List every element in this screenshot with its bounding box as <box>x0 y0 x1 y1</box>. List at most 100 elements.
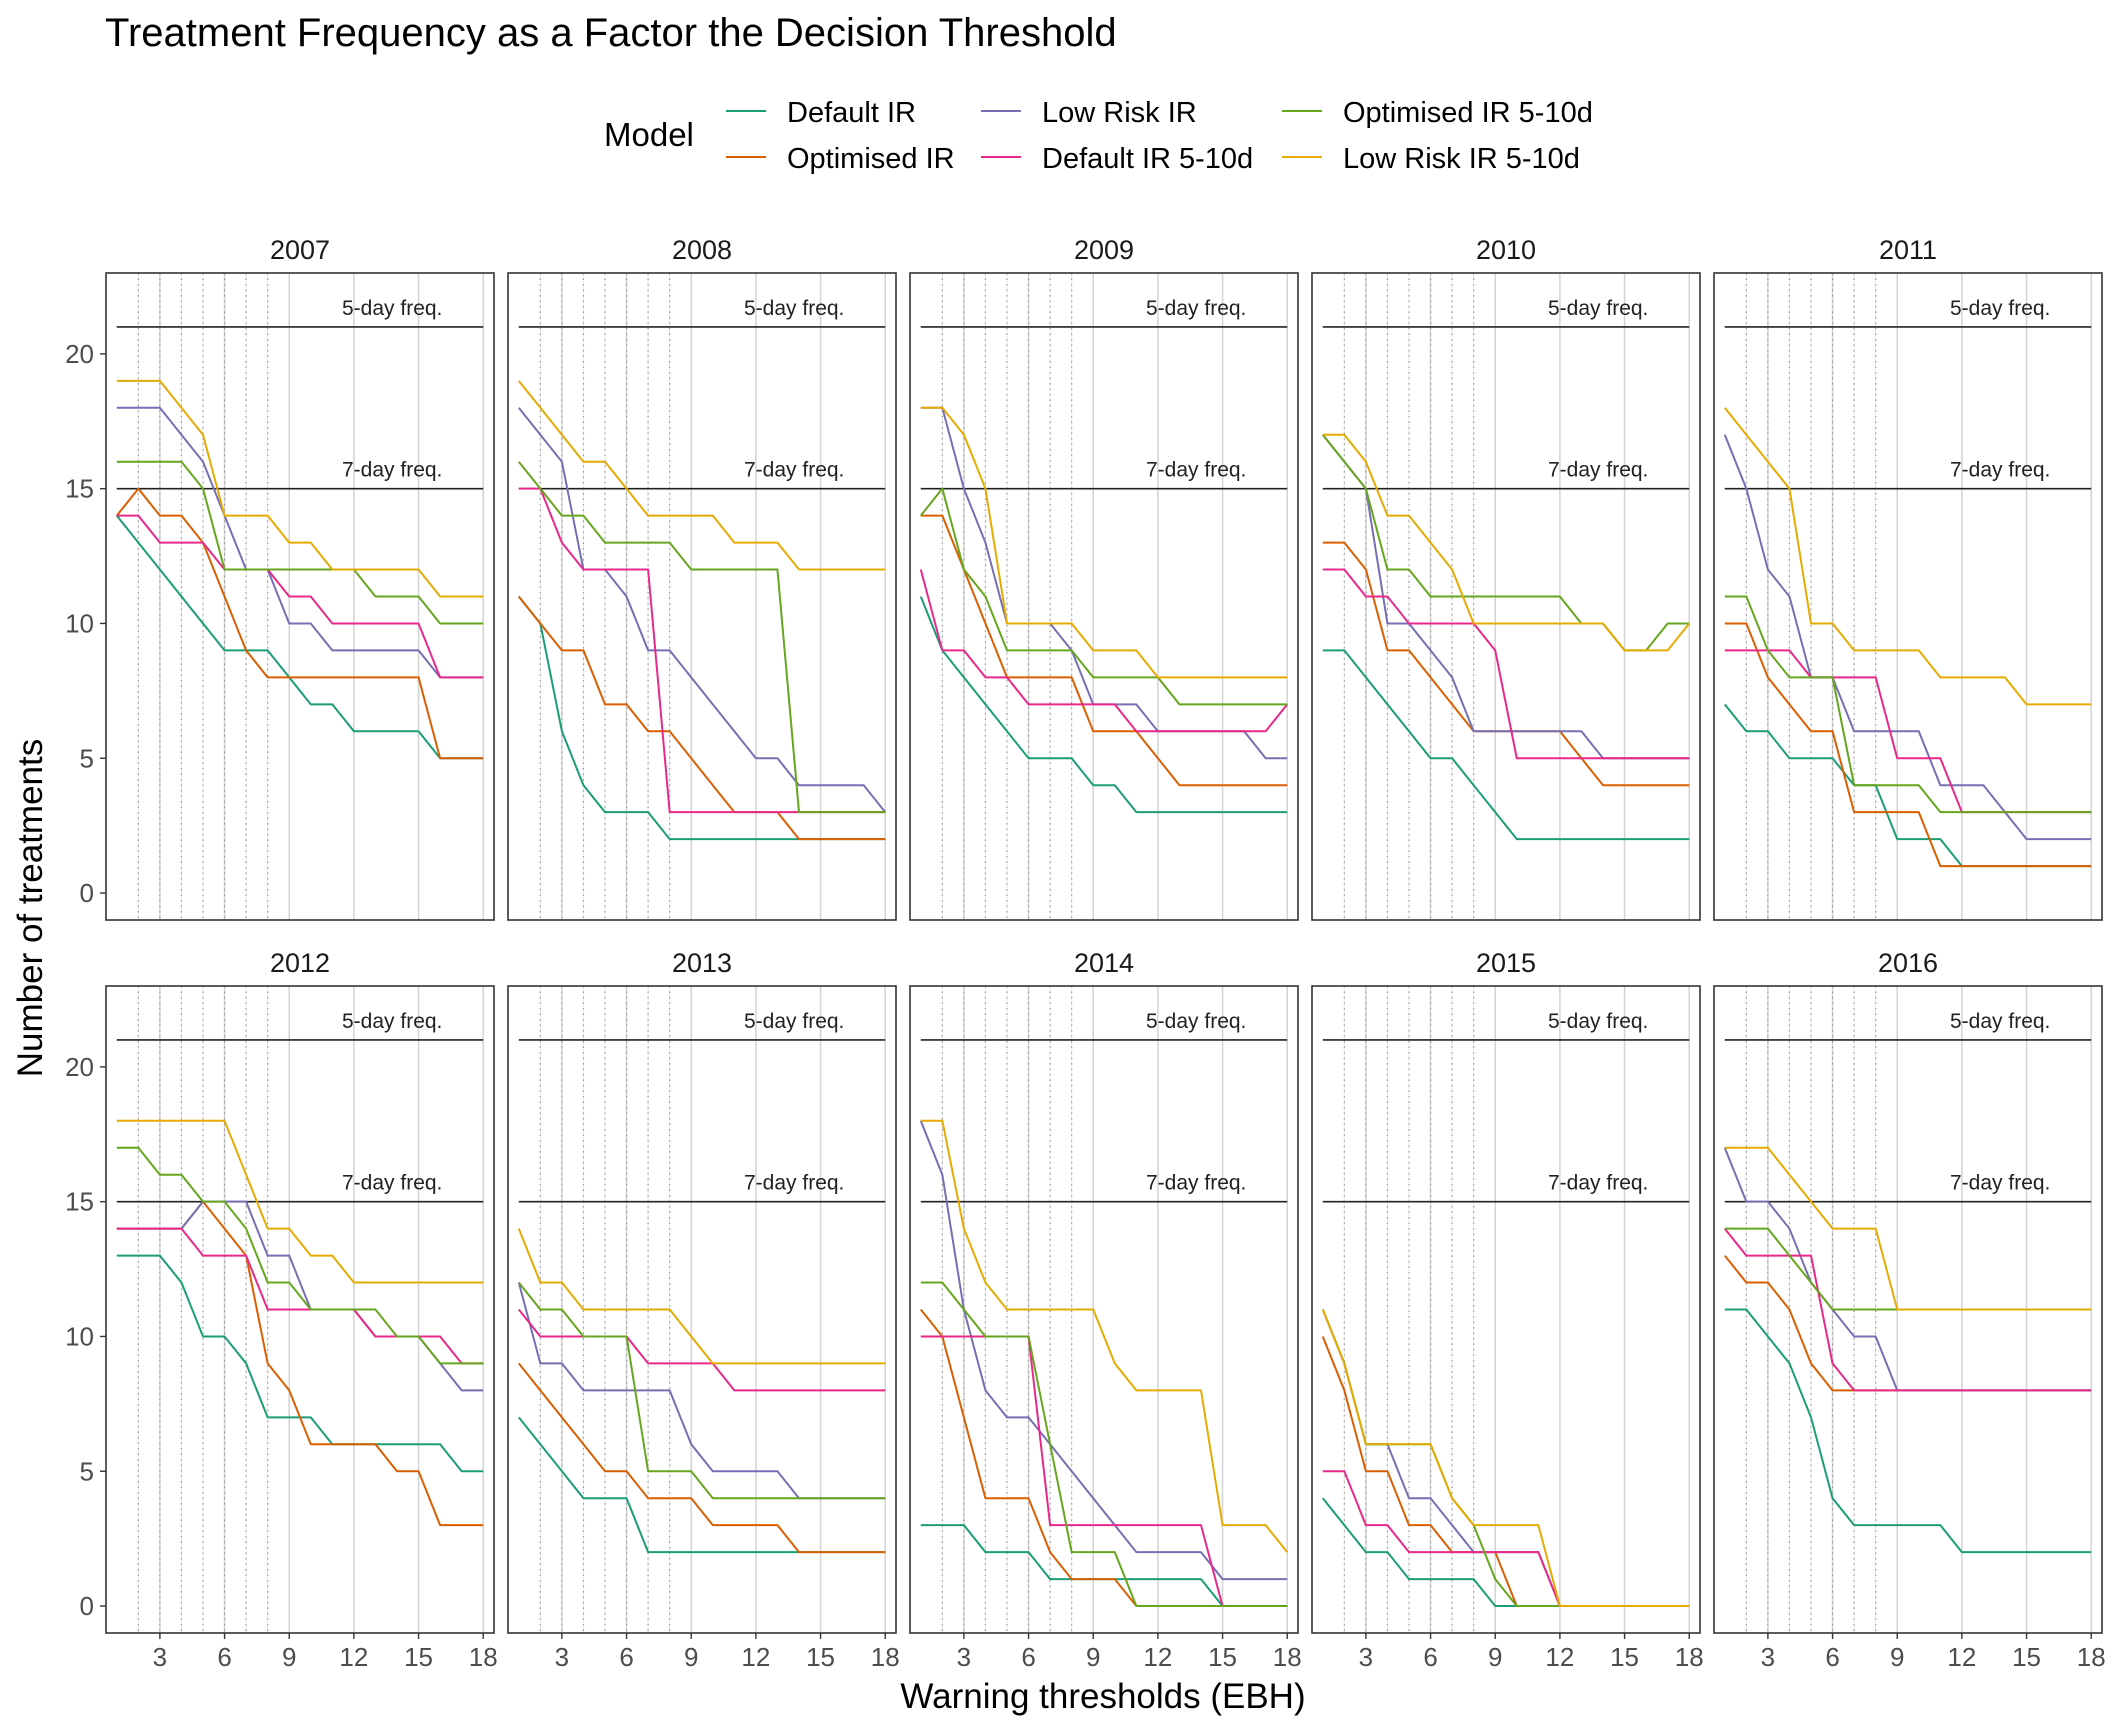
series-line <box>920 1524 1288 1608</box>
facet-panel-2016: 2016 5-day freq. 7-day freq. 3 6 9 12 15 18 <box>1713 948 2106 1672</box>
chart-title: Treatment Frequency as a Factor the Deci… <box>105 11 1117 55</box>
facet-title: 2010 <box>1476 235 1536 265</box>
series-line <box>116 1146 484 1365</box>
facet-panel-2009: 2009 5-day freq. 7-day freq. <box>909 235 1299 921</box>
x-tick-label: 6 <box>1423 1642 1437 1672</box>
x-tick-label: 18 <box>469 1642 498 1672</box>
series-line <box>919 487 1288 706</box>
x-tick-label: 18 <box>2077 1642 2106 1672</box>
series-line <box>116 460 484 625</box>
panel-border <box>507 272 897 921</box>
x-tick-label: 3 <box>1359 1642 1373 1672</box>
facet-panel-2015: 2015 5-day freq. 7-day freq. 3 6 9 12 15 18 <box>1311 948 1704 1672</box>
series-line <box>517 595 886 841</box>
reference-line-label: 7-day freq. <box>1146 1172 1246 1195</box>
panel-border <box>507 985 897 1634</box>
reference-line-label: 7-day freq. <box>1548 459 1648 482</box>
facet-title: 2015 <box>1476 948 1536 978</box>
series-line <box>517 1281 886 1500</box>
reference-line-label: 7-day freq. <box>1950 1172 2050 1195</box>
series-line <box>920 1335 1288 1608</box>
reference-line-label: 5-day freq. <box>1146 297 1246 320</box>
reference-line-label: 7-day freq. <box>1146 459 1246 482</box>
facet-panel-2010: 2010 5-day freq. 7-day freq. <box>1311 235 1701 921</box>
reference-line-label: 7-day freq. <box>342 459 442 482</box>
series-line <box>1724 1146 2092 1311</box>
series-line <box>116 1200 484 1527</box>
legend-item: Low Risk IR 5-10d <box>1282 143 1580 175</box>
panel-border <box>909 272 1299 921</box>
legend-item: Default IR <box>726 97 916 129</box>
facet-title: 2014 <box>1074 948 1134 978</box>
x-tick-label: 18 <box>1675 1642 1704 1672</box>
x-tick-label: 12 <box>1545 1642 1574 1672</box>
reference-line-label: 7-day freq. <box>1950 459 2050 482</box>
series-line <box>1321 1336 1690 1608</box>
x-tick-label: 15 <box>1208 1642 1237 1672</box>
series-line <box>116 1254 484 1473</box>
y-tick-label: 0 <box>80 1591 94 1621</box>
facet-title: 2008 <box>672 235 732 265</box>
series-line <box>116 514 484 679</box>
y-tick-label: 5 <box>80 1456 94 1486</box>
series-line <box>1322 433 1691 652</box>
reference-line-label: 5-day freq. <box>1548 1010 1648 1033</box>
legend-item: Optimised IR 5-10d <box>1282 97 1593 129</box>
legend-label: Low Risk IR 5-10d <box>1343 143 1580 175</box>
x-tick-label: 9 <box>1890 1642 1904 1672</box>
x-tick-label: 9 <box>282 1642 296 1672</box>
series-line <box>1321 1309 1690 1608</box>
panel-border <box>909 985 1299 1634</box>
reference-line-label: 5-day freq. <box>744 297 844 320</box>
reference-line-label: 5-day freq. <box>1950 1010 2050 1033</box>
x-tick-label: 3 <box>153 1642 167 1672</box>
facet-title: 2009 <box>1074 235 1134 265</box>
reference-line-label: 7-day freq. <box>744 459 844 482</box>
series-line <box>115 487 484 760</box>
x-tick-label: 15 <box>2012 1642 2041 1672</box>
legend: Model Default IR Optimised IR Low Risk IR D… <box>604 97 1593 175</box>
y-tick-label: 20 <box>65 339 94 369</box>
facet-title: 2013 <box>672 948 732 978</box>
series-line <box>116 379 484 598</box>
series-line <box>920 1119 1289 1553</box>
y-tick-label: 20 <box>65 1052 94 1082</box>
x-tick-label: 9 <box>684 1642 698 1672</box>
y-tick-label: 10 <box>65 1321 94 1351</box>
series-line <box>919 596 1288 814</box>
x-tick-label: 12 <box>339 1642 368 1672</box>
series-line <box>1723 407 2092 706</box>
x-tick-label: 15 <box>1610 1642 1639 1672</box>
reference-line-label: 7-day freq. <box>744 1172 844 1195</box>
series-line <box>919 1120 1288 1581</box>
x-tick-label: 6 <box>1021 1642 1035 1672</box>
series-line <box>1724 595 2092 814</box>
facet-panel-2014: 2014 5-day freq. 7-day freq. 3 6 9 12 15 18 <box>909 948 1302 1672</box>
series-line <box>517 1228 886 1365</box>
series-line <box>1322 1470 1690 1608</box>
x-tick-label: 15 <box>404 1642 433 1672</box>
x-tick-label: 6 <box>619 1642 633 1672</box>
y-tick-label: 10 <box>65 608 94 638</box>
x-tick-label: 18 <box>871 1642 900 1672</box>
reference-line-label: 7-day freq. <box>1548 1172 1648 1195</box>
series-line <box>517 595 886 841</box>
reference-line-label: 5-day freq. <box>342 1010 442 1033</box>
series-line <box>517 1308 886 1392</box>
series-line <box>517 380 886 571</box>
series-line <box>919 569 1289 733</box>
y-tick-label: 15 <box>65 1187 94 1217</box>
x-tick-label: 18 <box>1273 1642 1302 1672</box>
facet-panel-2012: 2012 5-day freq. 7-day freq. 0 5 10 15 20 3 6 9 12 1… <box>65 948 498 1672</box>
facet-panels: 2007 5-day freq. 7-day freq. 0 5 10 15 20 2008 5-… <box>65 235 2106 1672</box>
series-line <box>116 1119 484 1284</box>
legend-label: Low Risk IR <box>1042 97 1197 129</box>
series-line <box>1723 1228 2092 1392</box>
x-tick-label: 12 <box>741 1642 770 1672</box>
series-line <box>116 406 484 679</box>
y-tick-label: 5 <box>80 743 94 773</box>
panel-border <box>105 985 495 1634</box>
x-tick-label: 12 <box>1947 1642 1976 1672</box>
facet-title: 2011 <box>1879 235 1937 265</box>
facet-panel-2007: 2007 5-day freq. 7-day freq. 0 5 10 15 20 <box>65 235 495 921</box>
